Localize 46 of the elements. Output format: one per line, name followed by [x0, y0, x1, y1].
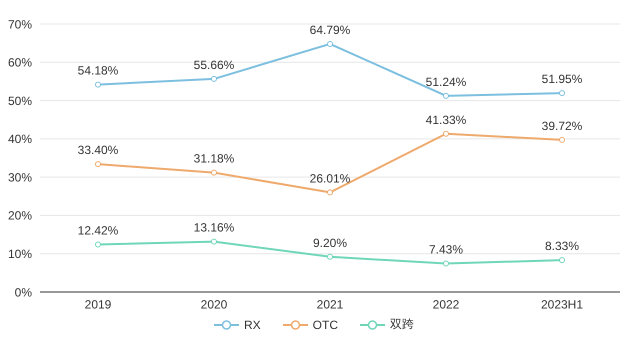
x-tick-label: 2020: [200, 298, 228, 312]
point: [211, 170, 217, 176]
data-label: 51.24%: [426, 74, 467, 89]
point: [559, 90, 565, 96]
point: [211, 76, 217, 82]
legend-label: 双跨: [390, 316, 414, 333]
x-tick-label: 2022: [432, 298, 460, 312]
data-label: 64.79%: [310, 22, 351, 37]
point: [443, 260, 449, 267]
data-label: 55.66%: [194, 58, 235, 72]
data-label: 54.18%: [78, 64, 119, 78]
point: [559, 257, 565, 264]
data-label: 39.72%: [542, 118, 583, 133]
point: [95, 241, 101, 248]
data-label: 26.01%: [310, 171, 351, 186]
data-label: 12.42%: [78, 223, 119, 238]
y-tick-label: 40%: [8, 132, 32, 146]
data-label: 41.33%: [426, 112, 467, 127]
y-tick-label: 50%: [8, 94, 32, 108]
y-tick-label: 20%: [8, 208, 32, 223]
data-label: 31.18%: [194, 152, 235, 166]
x-tick-label: 2019: [84, 298, 112, 312]
y-tick-label: 70%: [8, 17, 32, 32]
x-tick-label: 2021: [316, 298, 344, 312]
data-label: 13.16%: [194, 220, 235, 235]
point: [327, 40, 333, 47]
y-tick-label: 10%: [8, 246, 32, 261]
y-tick-label: 60%: [8, 56, 32, 70]
point: [443, 92, 449, 99]
point: [327, 189, 333, 196]
point: [327, 254, 333, 260]
data-label: 9.20%: [312, 236, 348, 250]
point: [559, 136, 565, 143]
data-label: 51.95%: [542, 72, 583, 86]
y-tick-label: 0%: [14, 285, 32, 300]
data-label: 33.40%: [78, 143, 119, 158]
point: [95, 82, 101, 88]
x-tick-label: 2023H1: [540, 298, 584, 312]
point: [95, 161, 101, 168]
point: [211, 238, 217, 245]
y-tick-label: 30%: [8, 170, 32, 184]
legend-label: RX: [244, 318, 261, 332]
legend-label: OTC: [312, 318, 338, 332]
data-label: 8.33%: [544, 239, 580, 254]
point: [443, 130, 449, 137]
data-label: 7.43%: [428, 242, 464, 257]
